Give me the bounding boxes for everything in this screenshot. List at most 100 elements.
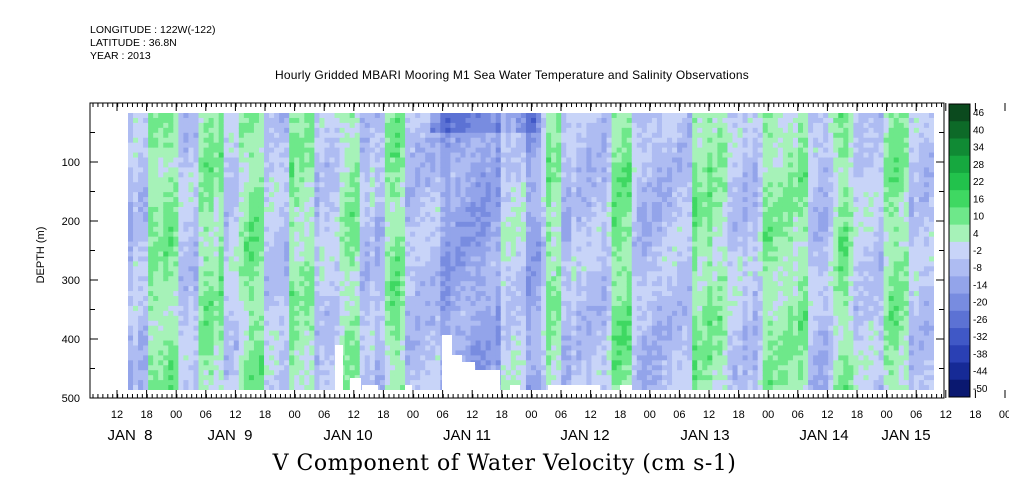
heatmap-cell (188, 355, 195, 361)
heatmap-cell (420, 147, 426, 154)
heatmap-cell (359, 315, 366, 322)
heatmap-cell (158, 251, 164, 258)
heatmap-cell (500, 271, 507, 277)
heatmap-cell (389, 330, 396, 337)
heatmap-cell (253, 291, 260, 297)
heatmap-cell (561, 300, 567, 307)
heatmap-cell (158, 305, 164, 312)
heatmap-cell (369, 113, 376, 119)
heatmap-cell (143, 117, 149, 124)
heatmap-cell (369, 221, 376, 228)
heatmap-cell (193, 345, 200, 352)
heatmap-cell (233, 202, 240, 208)
heatmap-cell (420, 127, 426, 134)
heatmap-cell (576, 113, 582, 119)
heatmap-cell (400, 231, 406, 238)
heatmap-cell (515, 276, 522, 282)
heatmap-cell (450, 132, 457, 139)
heatmap-cell (415, 197, 421, 203)
heatmap-cell (485, 325, 492, 332)
heatmap-cell (274, 117, 280, 124)
heatmap-cell (138, 192, 144, 198)
heatmap-cell (344, 172, 351, 178)
heatmap-cell (430, 355, 436, 361)
heatmap-cell (515, 375, 522, 381)
heatmap-cell (294, 192, 300, 198)
heatmap-cell (294, 365, 300, 371)
heatmap-cell (405, 167, 411, 173)
heatmap-cell (369, 375, 376, 381)
heatmap-cell (128, 261, 134, 267)
heatmap-cell (485, 167, 492, 173)
heatmap-cell (359, 216, 366, 223)
heatmap-cell (480, 251, 487, 258)
heatmap-cell (389, 122, 396, 129)
heatmap-cell (238, 202, 245, 208)
heatmap-cell (515, 122, 522, 129)
heatmap-cell (329, 152, 336, 159)
heatmap-cell (430, 300, 436, 307)
heatmap-cell (213, 221, 220, 228)
heatmap-cell (163, 251, 169, 258)
heatmap-cell (369, 325, 376, 332)
heatmap-cell (178, 370, 185, 376)
heatmap-cell (571, 132, 577, 139)
heatmap-cell (389, 226, 396, 233)
heatmap-cell (304, 320, 310, 327)
heatmap-cell (133, 122, 139, 129)
heatmap-cell (490, 202, 497, 208)
heatmap-cell (153, 330, 159, 337)
heatmap-cell (324, 350, 331, 356)
heatmap-cell (138, 117, 144, 124)
heatmap-cell (561, 310, 567, 317)
heatmap-cell (168, 167, 174, 173)
heatmap-cell (410, 365, 416, 371)
heatmap-cell (500, 340, 507, 347)
heatmap-cell (354, 216, 361, 223)
heatmap-cell (374, 365, 381, 371)
heatmap-cell (248, 162, 255, 169)
heatmap-cell (238, 231, 245, 238)
heatmap-cell (410, 335, 416, 342)
heatmap-cell (480, 113, 487, 119)
heatmap-cell (213, 380, 220, 386)
heatmap-cell (324, 315, 331, 322)
heatmap-cell (344, 350, 351, 356)
heatmap-cell (128, 256, 134, 262)
heatmap-cell (546, 370, 552, 376)
heatmap-cell (238, 286, 245, 292)
heatmap-cell (384, 271, 391, 277)
heatmap-cell (510, 340, 517, 347)
heatmap-cell (510, 256, 517, 262)
heatmap-cell (339, 211, 346, 218)
heatmap-cell (440, 206, 446, 213)
heatmap-cell (485, 345, 492, 352)
heatmap-cell (455, 137, 462, 144)
heatmap-cell (284, 197, 290, 203)
heatmap-cell (203, 320, 210, 327)
heatmap-cell (445, 211, 451, 218)
heatmap-cell (138, 157, 144, 164)
heatmap-cell (354, 375, 361, 381)
heatmap-cell (515, 246, 522, 253)
heatmap-cell (344, 325, 351, 332)
heatmap-cell (339, 335, 346, 342)
heatmap-cell (143, 187, 149, 193)
heatmap-cell (193, 226, 200, 233)
heatmap-cell (208, 113, 215, 119)
heatmap-cell (294, 157, 300, 164)
heatmap-cell (289, 385, 295, 390)
heatmap-cell (415, 216, 421, 223)
heatmap-cell (531, 286, 537, 292)
heatmap-cell (394, 122, 401, 129)
heatmap-cell (470, 177, 477, 183)
heatmap-cell (480, 147, 487, 154)
heatmap-cell (208, 335, 215, 342)
heatmap-cell (495, 192, 502, 198)
heatmap-cell (248, 167, 255, 173)
heatmap-cell (495, 340, 502, 347)
heatmap-cell (354, 241, 361, 248)
heatmap-cell (258, 310, 265, 317)
heatmap-cell (455, 202, 462, 208)
heatmap-cell (138, 221, 144, 228)
